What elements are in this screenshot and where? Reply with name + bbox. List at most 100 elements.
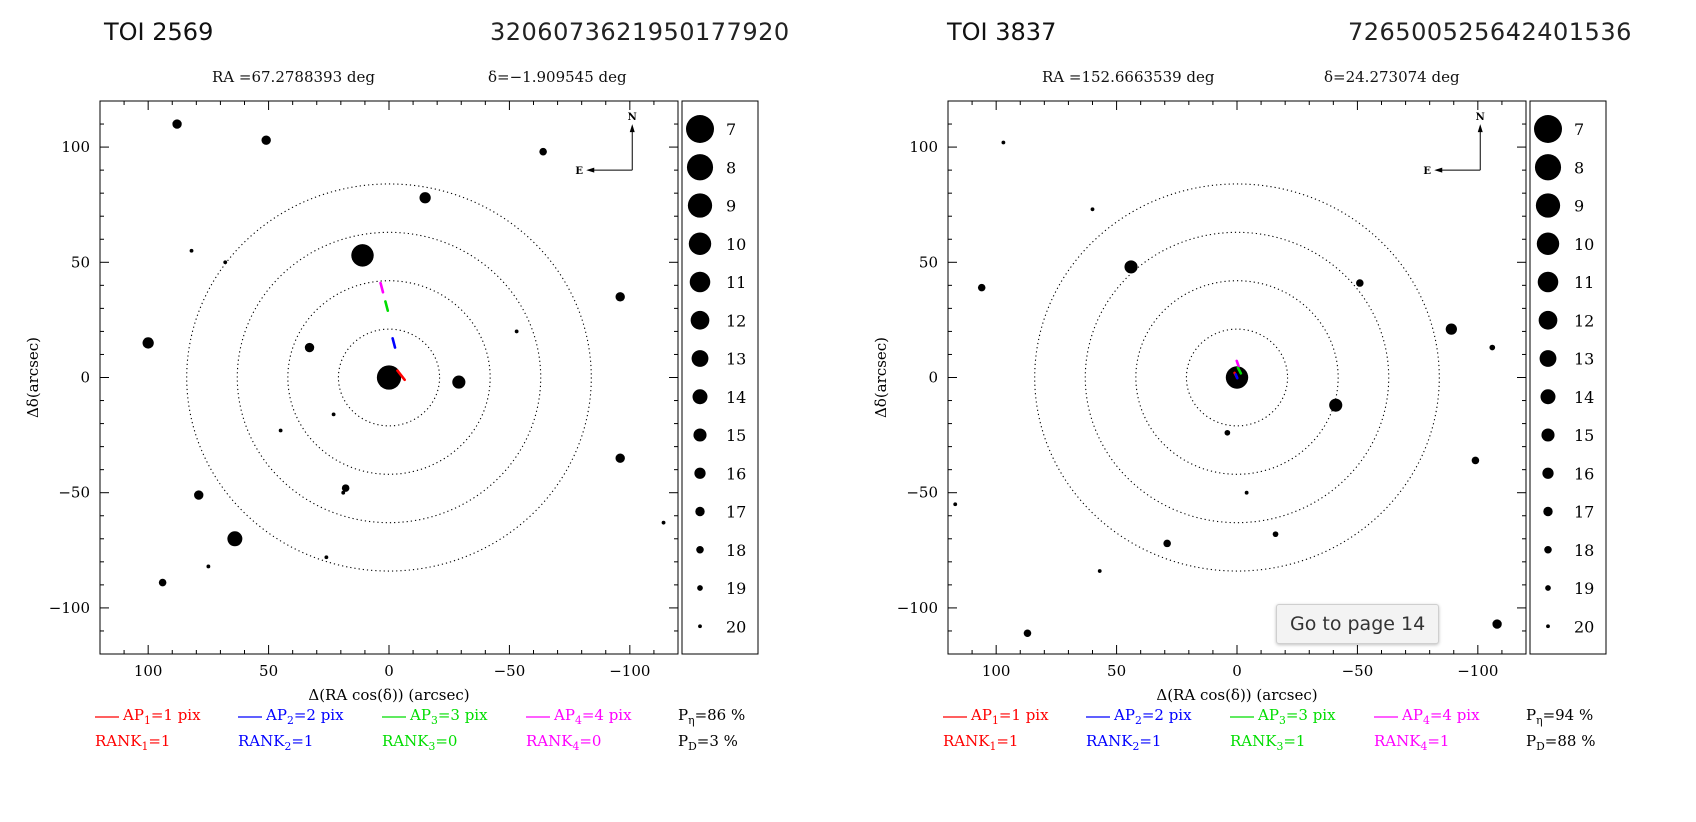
legend-mag-label: 8	[1574, 158, 1584, 177]
star	[278, 428, 283, 433]
legend-mag-label: 13	[1574, 350, 1594, 369]
legend-mag-label: 9	[726, 197, 736, 216]
star	[142, 337, 154, 349]
star	[1272, 531, 1279, 538]
legend-dot	[697, 585, 703, 591]
legend-dot	[691, 350, 709, 367]
star	[331, 412, 336, 417]
star	[324, 555, 329, 560]
legend-dot	[694, 467, 706, 479]
aperture-ring	[1084, 231, 1390, 524]
legend-dot	[686, 115, 714, 143]
dec-value: δ=24.273074 deg	[1324, 68, 1460, 86]
centroid-ap3	[1236, 366, 1243, 375]
gaia-source-id: 726500525642401536	[1348, 18, 1632, 46]
ap-label: AP2=2 pix	[1113, 706, 1192, 727]
x-tick-label: 100	[982, 662, 1011, 680]
star	[304, 342, 315, 353]
legend-dot	[1543, 506, 1553, 517]
star	[1163, 539, 1171, 548]
star	[1445, 323, 1457, 335]
star	[1124, 260, 1138, 274]
y-tick-label: −100	[897, 599, 938, 617]
y-tick-label: 50	[71, 253, 90, 271]
star	[514, 329, 519, 334]
legend-dot	[688, 232, 712, 255]
centroid-ap2	[1234, 373, 1239, 380]
star	[1489, 344, 1496, 351]
north-label: N	[1476, 112, 1485, 123]
legend-mag-label: 14	[726, 388, 746, 407]
aperture-ring	[1135, 280, 1339, 475]
centroid-ap3	[384, 300, 390, 312]
north-label: N	[628, 112, 637, 123]
star	[615, 292, 625, 302]
x-axis-label: Δ(RA cos(δ)) (arcsec)	[1156, 686, 1317, 704]
dec-value: δ=−1.909545 deg	[488, 68, 627, 86]
legend-mag-label: 11	[1574, 273, 1594, 292]
legend-dot	[1535, 193, 1561, 218]
centroid-ap2	[391, 337, 397, 349]
legend-mag-label: 7	[726, 120, 736, 139]
legend-mag-label: 17	[726, 503, 746, 522]
star	[1492, 619, 1502, 629]
east-arrowhead	[586, 167, 595, 173]
legend-mag-label: 9	[1574, 197, 1584, 216]
centroid-ap4	[1235, 359, 1240, 368]
star	[419, 192, 431, 204]
legend-dot	[696, 545, 704, 554]
y-tick-label: 0	[80, 369, 90, 387]
x-tick-label: 0	[384, 662, 394, 680]
star	[452, 375, 466, 389]
legend-dot	[1545, 585, 1551, 591]
legend-dot	[687, 193, 713, 218]
toi-title: TOI 2569	[104, 18, 214, 46]
star	[615, 453, 625, 463]
legend-mag-label: 20	[1574, 617, 1594, 636]
p-eta-label: Pη=94 %	[1526, 706, 1593, 727]
legend-mag-label: 10	[1574, 235, 1594, 254]
star	[158, 578, 167, 587]
star	[376, 365, 402, 390]
x-tick-label: −100	[1457, 662, 1498, 680]
legend-dot	[1538, 310, 1558, 330]
x-axis-label: Δ(RA cos(δ)) (arcsec)	[308, 686, 469, 704]
star	[1224, 429, 1231, 436]
y-tick-label: 50	[919, 253, 938, 271]
star	[227, 531, 243, 547]
legend-mag-label: 8	[726, 158, 736, 177]
legend-dot	[686, 154, 714, 181]
rank-label: RANK3=0	[382, 732, 457, 753]
legend-dot	[1541, 428, 1555, 442]
legend-dot	[695, 506, 705, 517]
legend-mag-label: 19	[726, 579, 746, 598]
legend-mag-label: 13	[726, 350, 746, 369]
star	[172, 119, 182, 129]
rank-label: RANK4=0	[526, 732, 601, 753]
legend-mag-label: 18	[1574, 541, 1594, 560]
star	[1090, 207, 1095, 212]
legend-dot	[1537, 271, 1559, 293]
centroid-ap4	[379, 281, 385, 294]
gaia-source-id: 3206073621950177920	[490, 18, 790, 46]
magnitude-legend	[1529, 100, 1607, 655]
star	[1329, 398, 1343, 412]
north-arrowhead	[629, 124, 635, 133]
ap-label: AP1=1 pix	[970, 706, 1049, 727]
rank-label: RANK2=1	[1086, 732, 1161, 753]
legend-mag-label: 20	[726, 617, 746, 636]
legend-dot	[690, 310, 710, 330]
field-chart: 100 50 0 −50 −100 100 50 0 −50 −100 Δ(RA cos(δ)) (…	[872, 100, 1607, 753]
aperture-ring	[236, 231, 542, 524]
ap-label: AP2=2 pix	[265, 706, 344, 727]
legend-dot	[692, 389, 708, 405]
aperture-ring	[1034, 183, 1440, 572]
centroid-ap1	[396, 369, 406, 382]
x-tick-label: −50	[1342, 662, 1374, 680]
north-arrowhead	[1477, 124, 1483, 133]
p-d-label: PD=88 %	[1526, 732, 1595, 753]
star	[341, 484, 350, 492]
y-axis-label: Δδ(arcsec)	[872, 337, 890, 418]
star	[1023, 629, 1032, 638]
star	[1356, 279, 1364, 287]
